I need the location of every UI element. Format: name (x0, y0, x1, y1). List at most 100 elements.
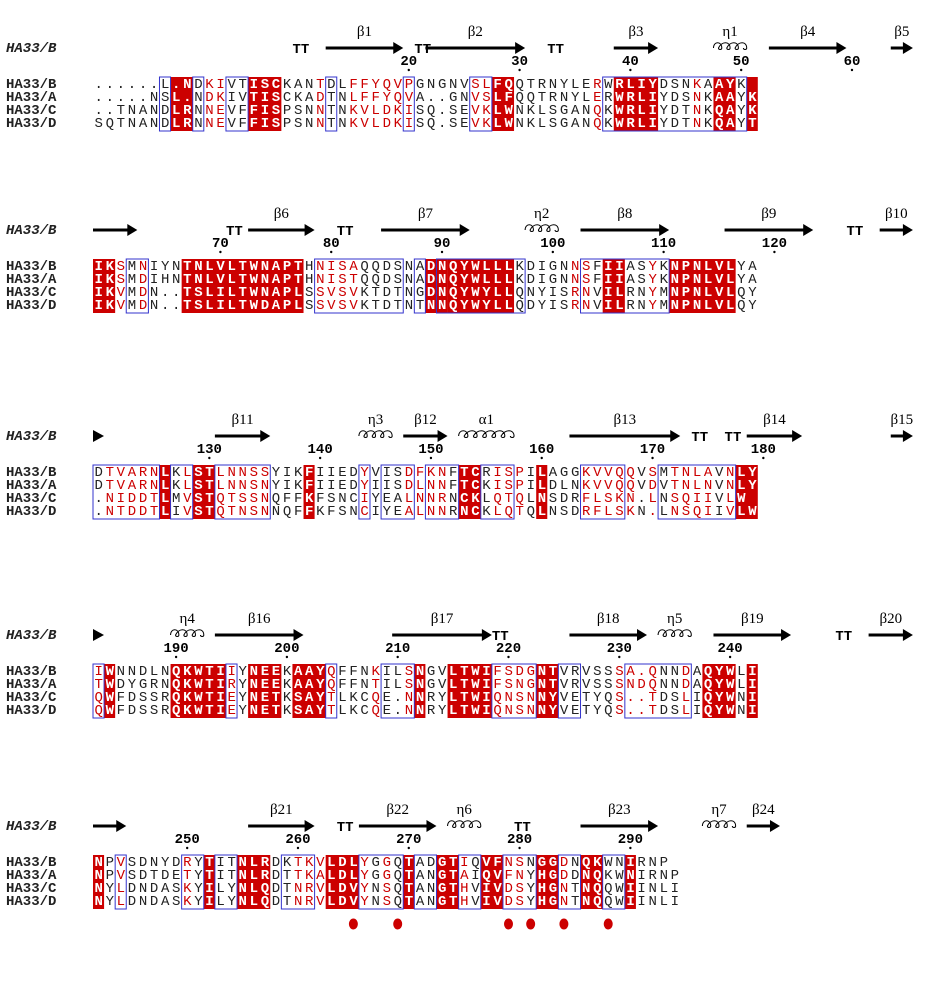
sequence-name: HA33/C (6, 285, 57, 301)
alignment-block: HA33/B TT β6 TT β7 η2 β8 β9 TT β10 70 80 90 100 110 120… (6, 206, 913, 314)
sequence-name: HA33/B (6, 465, 57, 481)
helix-coil (458, 430, 515, 438)
position-dot (518, 68, 521, 72)
strand-arrowhead (902, 629, 913, 641)
identical-column (93, 855, 105, 909)
identical-column (536, 664, 559, 718)
position-dot (285, 655, 289, 659)
identical-column (669, 259, 736, 313)
position-number: 270 (396, 832, 421, 848)
similarity-box (413, 258, 426, 314)
interface-residue-marker (603, 918, 613, 930)
alignment-block: HA33/B η4 β16 β17 TT β18 η5 β19 TT β20 190 200 210 22… (6, 611, 913, 719)
strand-arrowhead (670, 430, 681, 442)
ss-element-label: β18 (597, 611, 620, 627)
helix-coil (657, 629, 692, 637)
strand-arrowhead (803, 224, 814, 236)
alignment-block: HA33/B β11 η3 β12 α1 β13 TT TT β14 β15 130 140 150 16… (6, 412, 913, 520)
position-dot (762, 456, 765, 460)
position-dot (850, 68, 854, 72)
position-dot (773, 250, 776, 254)
identical-column (170, 77, 193, 131)
position-dot (728, 655, 732, 659)
position-number: 200 (274, 641, 299, 657)
turn-label: TT (725, 430, 742, 446)
identical-column (203, 855, 215, 909)
position-number: 70 (212, 236, 229, 252)
identical-column (192, 465, 215, 519)
strand-arrowhead (902, 430, 913, 442)
sequence-name: HA33/D (6, 116, 56, 132)
identical-column (104, 664, 116, 718)
helix-coil (524, 224, 559, 232)
position-dot (518, 846, 521, 850)
position-number: 140 (308, 442, 333, 458)
identical-column (624, 855, 636, 909)
similarity-box (602, 76, 748, 132)
ss-element-label: β24 (752, 802, 775, 818)
strand-arrowhead (304, 224, 315, 236)
strand-arrowhead (902, 224, 913, 236)
sequence-name: HA33/C (6, 491, 57, 507)
ss-element-label: β8 (617, 206, 632, 222)
identical-column (480, 855, 503, 909)
position-number: 100 (540, 236, 565, 252)
ss-element-label: β20 (879, 611, 902, 627)
identical-column (436, 855, 459, 909)
strand-arrowhead (293, 629, 304, 641)
similarity-box (435, 258, 526, 314)
position-number: 60 (844, 54, 861, 70)
identical-column (536, 855, 559, 909)
strand-arrowhead (93, 430, 104, 442)
identical-column (303, 465, 315, 519)
ss-element-label: α1 (479, 412, 494, 428)
helix-coil (170, 629, 205, 637)
position-dot (429, 456, 433, 460)
alignment-block: HA33/B TT β1 TT β2 TT β3 η1 β4 β5 20 30 40 50 60 HA33/B… (6, 24, 913, 132)
identical-column (181, 259, 304, 313)
similarity-box (214, 854, 238, 910)
strand-arrowhead (637, 629, 647, 641)
similarity-box (358, 464, 371, 520)
similarity-box (557, 854, 582, 910)
helix-coil (712, 42, 748, 50)
strand-arrowhead (304, 820, 315, 832)
ss-element-label: η2 (534, 206, 549, 222)
turn-label: TT (414, 42, 431, 58)
position-number: 210 (385, 641, 410, 657)
identical-column (602, 259, 625, 313)
similarity-box (413, 854, 437, 910)
similarity-box (602, 854, 626, 910)
identical-column (713, 77, 736, 131)
structure-label: HA33/B (6, 819, 57, 835)
sequence-name: HA33/D (6, 703, 56, 719)
similarity-box (358, 854, 404, 910)
position-dot (662, 250, 665, 254)
similarity-box (280, 854, 316, 910)
sequence-name: HA33/B (6, 259, 57, 275)
identical-column (447, 664, 492, 718)
identical-column (491, 77, 515, 131)
ss-element-label: β12 (414, 412, 437, 428)
strand-arrowhead (769, 820, 780, 832)
similarity-box (214, 464, 271, 520)
ss-element-label: β19 (741, 611, 764, 627)
position-dot (739, 68, 743, 72)
identical-column (414, 664, 426, 718)
similarity-box (402, 76, 415, 132)
sequence-name: HA33/A (6, 90, 57, 106)
position-number: 50 (733, 54, 750, 70)
strand-arrowhead (648, 42, 659, 54)
identical-column (159, 465, 171, 519)
position-number: 150 (418, 442, 443, 458)
ss-element-label: β2 (468, 24, 483, 40)
similarity-box (158, 76, 172, 132)
ss-element-label: β17 (431, 611, 454, 627)
identical-column (447, 259, 515, 313)
turn-label: TT (835, 629, 852, 645)
